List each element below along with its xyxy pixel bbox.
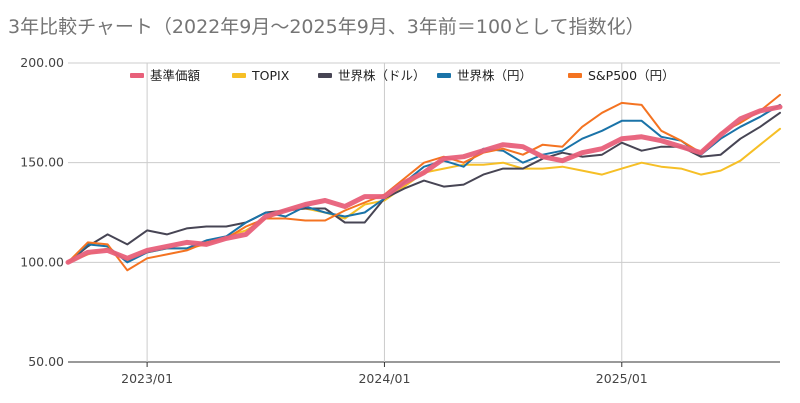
axes: 50.00 100.00 150.00 200.00 2023/01 2024/01 202…	[20, 55, 647, 386]
x-tick-label: 2025/01	[596, 371, 648, 386]
grid	[68, 62, 780, 363]
legend-label: 世界株（ドル）	[338, 68, 426, 83]
y-tick-label: 100.00	[20, 254, 64, 269]
legend-swatch	[318, 73, 332, 78]
y-tick-label: 150.00	[20, 155, 64, 170]
y-tick-label: 50.00	[28, 354, 64, 369]
legend-label: 基準価額	[150, 68, 201, 83]
legend-swatch	[437, 73, 451, 78]
chart-title: 3年比較チャート（2022年9月〜2025年9月、3年前＝100として指数化）	[8, 16, 645, 38]
legend-label: S&P500（円）	[588, 68, 675, 83]
y-tick-label: 200.00	[20, 55, 64, 70]
x-tick-label: 2023/01	[121, 371, 173, 386]
x-tick-label: 2024/01	[358, 371, 410, 386]
legend-swatch	[232, 73, 246, 78]
series-line-2	[67, 111, 781, 264]
series-lines	[65, 93, 783, 272]
series-line-3	[67, 103, 781, 264]
legend: 基準価額 TOPIX 世界株（ドル） 世界株（円） S&P500（円）	[130, 68, 675, 83]
legend-swatch	[130, 73, 144, 78]
legend-label: 世界株（円）	[457, 68, 532, 83]
legend-label: TOPIX	[251, 68, 290, 83]
series-line-4	[67, 93, 781, 272]
series-line-0	[65, 104, 783, 265]
legend-swatch	[568, 73, 582, 78]
